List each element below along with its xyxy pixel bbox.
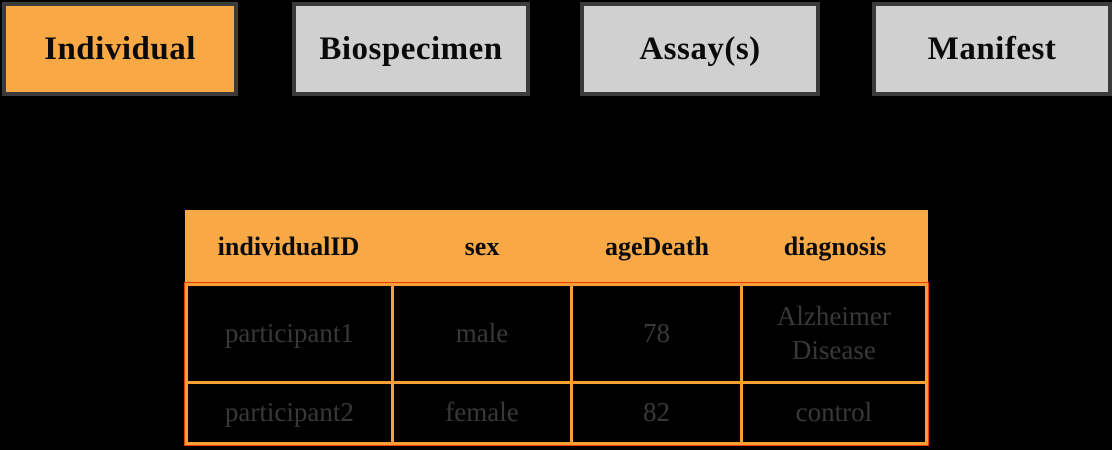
table-cell-diagnosis: Alzheimer Disease <box>742 286 925 381</box>
tab-assays[interactable]: Assay(s) <box>580 2 820 96</box>
table-cell-sex: female <box>393 384 571 442</box>
table-cell-ageDeath: 82 <box>573 384 740 442</box>
table-cell-ageDeath: 78 <box>573 286 740 381</box>
table-cell-individualID: participant2 <box>188 384 391 442</box>
tab-manifest[interactable]: Manifest <box>872 2 1112 96</box>
individual-table: individualID sex ageDeath diagnosis part… <box>184 210 929 446</box>
individual-table-body: participant1 male 78 Alzheimer Disease p… <box>184 282 929 446</box>
individual-table-header-row: individualID sex ageDeath diagnosis <box>185 210 928 283</box>
table-cell-individualID: participant1 <box>188 286 391 381</box>
column-header-ageDeath: ageDeath <box>605 231 709 261</box>
table-cell-sex: male <box>393 286 571 381</box>
column-header-diagnosis: diagnosis <box>783 231 887 261</box>
tab-biospecimen[interactable]: Biospecimen <box>292 2 530 96</box>
column-header-individualID: individualID <box>217 231 360 261</box>
table-cell-diagnosis: control <box>742 384 925 442</box>
column-header-sex: sex <box>464 231 500 261</box>
tab-individual[interactable]: Individual <box>2 2 238 96</box>
